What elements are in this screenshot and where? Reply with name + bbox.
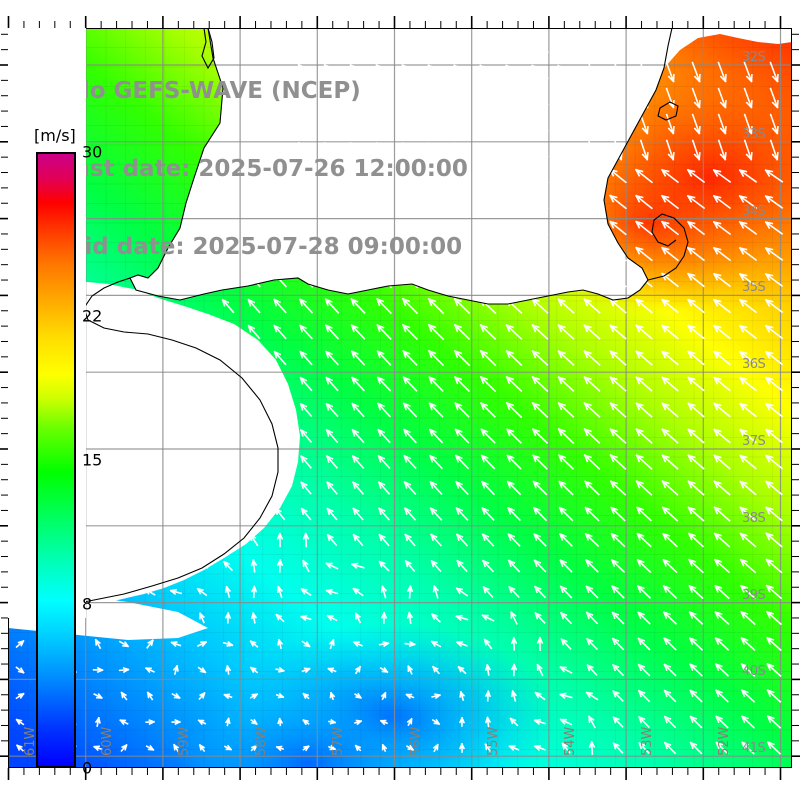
geo-labels: 32S 33S 34S 35S 36S 37S 38S 39S 40S 41S 61W 60W 59W 5…	[8, 28, 792, 768]
lon-label: 52W	[717, 726, 733, 756]
lon-label: 59W	[176, 726, 192, 756]
lon-label: 55W	[485, 726, 501, 756]
colorbar-tick-label: 22	[82, 306, 103, 326]
lon-label: 54W	[562, 726, 578, 756]
lat-label: 34S	[742, 203, 766, 219]
lon-label: 57W	[331, 726, 347, 756]
colorbar-tick-label: 8	[82, 594, 93, 614]
colorbar-tick-label: 0	[82, 758, 93, 778]
colorbar-tick-label: 15	[82, 450, 103, 470]
lat-label: 36S	[742, 357, 766, 373]
lat-label: 37S	[742, 434, 766, 449]
lon-label: 60W	[99, 726, 115, 756]
coastline	[8, 28, 689, 617]
colorbar-unit-label: [m/s]	[34, 126, 76, 145]
colorbar-gradient	[36, 152, 76, 768]
lon-label: 58W	[254, 726, 270, 756]
lat-label: 35S	[742, 280, 766, 296]
lat-label: 41S	[742, 741, 766, 757]
map-plot-area: 32S 33S 34S 35S 36S 37S 38S 39S 40S 41S 61W 60W 59W 5…	[8, 28, 792, 768]
lat-label: 40S	[742, 664, 766, 680]
colorbar-tick-label: 30	[82, 142, 103, 162]
lat-label: 32S	[742, 50, 766, 65]
lat-label: 33S	[742, 126, 766, 142]
wind-vector-field	[14, 35, 784, 755]
lon-label: 56W	[408, 726, 424, 756]
lat-label: 39S	[742, 587, 766, 603]
lon-label: 53W	[640, 726, 656, 756]
lat-label: 38S	[742, 510, 766, 526]
